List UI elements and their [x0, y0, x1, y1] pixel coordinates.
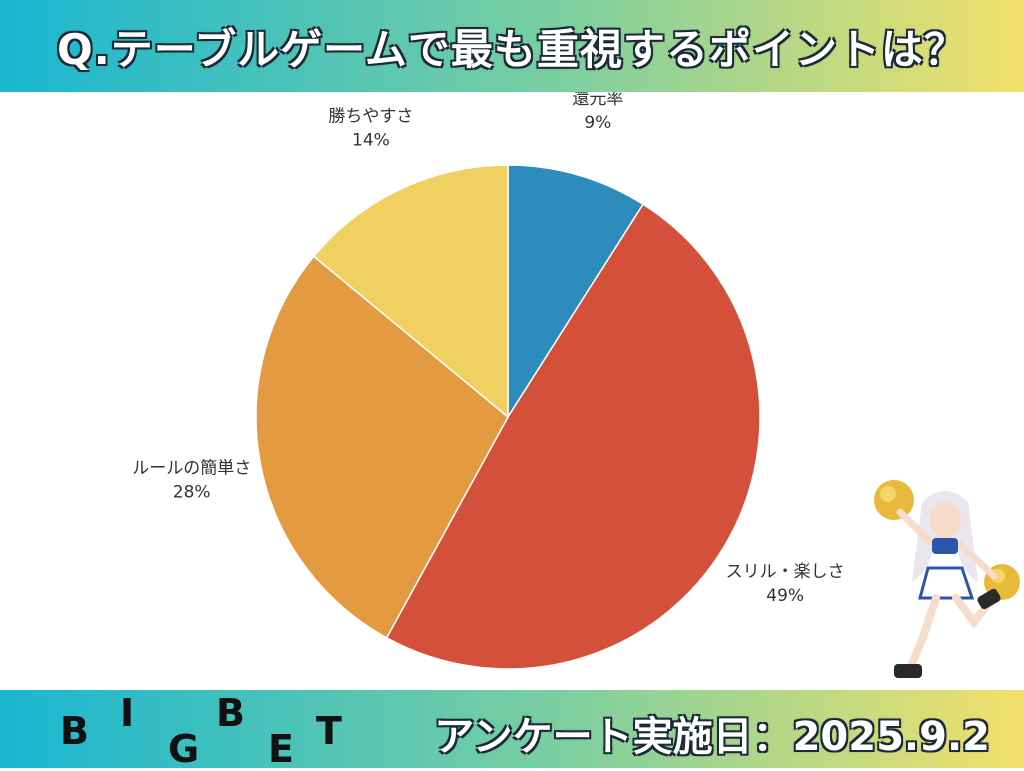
slice-category-label: スリル・楽しさ [726, 562, 845, 582]
pie-slice-0 [507, 164, 645, 420]
logo-letter: B [216, 691, 245, 735]
cheerleader-mascot-icon [870, 472, 1020, 692]
footer-banner: B I G B E T アンケート実施日：2025.9.2 [0, 690, 1024, 768]
slice-value-label: 14% [352, 131, 390, 151]
logo-letter: T [316, 709, 342, 753]
logo-letter: E [268, 727, 294, 771]
bigbet-logo: B I G B E T [60, 691, 360, 771]
logo-letter: B [60, 709, 89, 753]
slice-category-label: 還元率 [572, 92, 623, 109]
header-banner: Q.テーブルゲームで最も重視するポイントは？ [0, 0, 1024, 92]
logo-letter: G [168, 727, 200, 771]
slice-value-label: 9% [584, 113, 611, 133]
page-title: Q.テーブルゲームで最も重視するポイントは？ [57, 24, 967, 74]
slice-category-label: ルールの簡単さ [132, 458, 251, 478]
slice-value-label: 28% [173, 482, 211, 502]
pie-chart-area: 還元率 9% スリル・楽しさ 49% ルールの簡単さ 28% 勝ちやすさ 14% [0, 92, 1024, 690]
slice-category-label: 勝ちやすさ [328, 107, 413, 127]
logo-letter: I [120, 691, 135, 735]
pie-chart: 還元率 9% スリル・楽しさ 49% ルールの簡単さ 28% 勝ちやすさ 14% [132, 92, 845, 670]
pie-slice-3 [312, 164, 509, 419]
survey-date: アンケート実施日：2025.9.2 [434, 714, 990, 760]
slice-value-label: 49% [766, 586, 804, 606]
pie-slice-1 [385, 203, 761, 670]
pie-slice-2 [255, 255, 509, 639]
